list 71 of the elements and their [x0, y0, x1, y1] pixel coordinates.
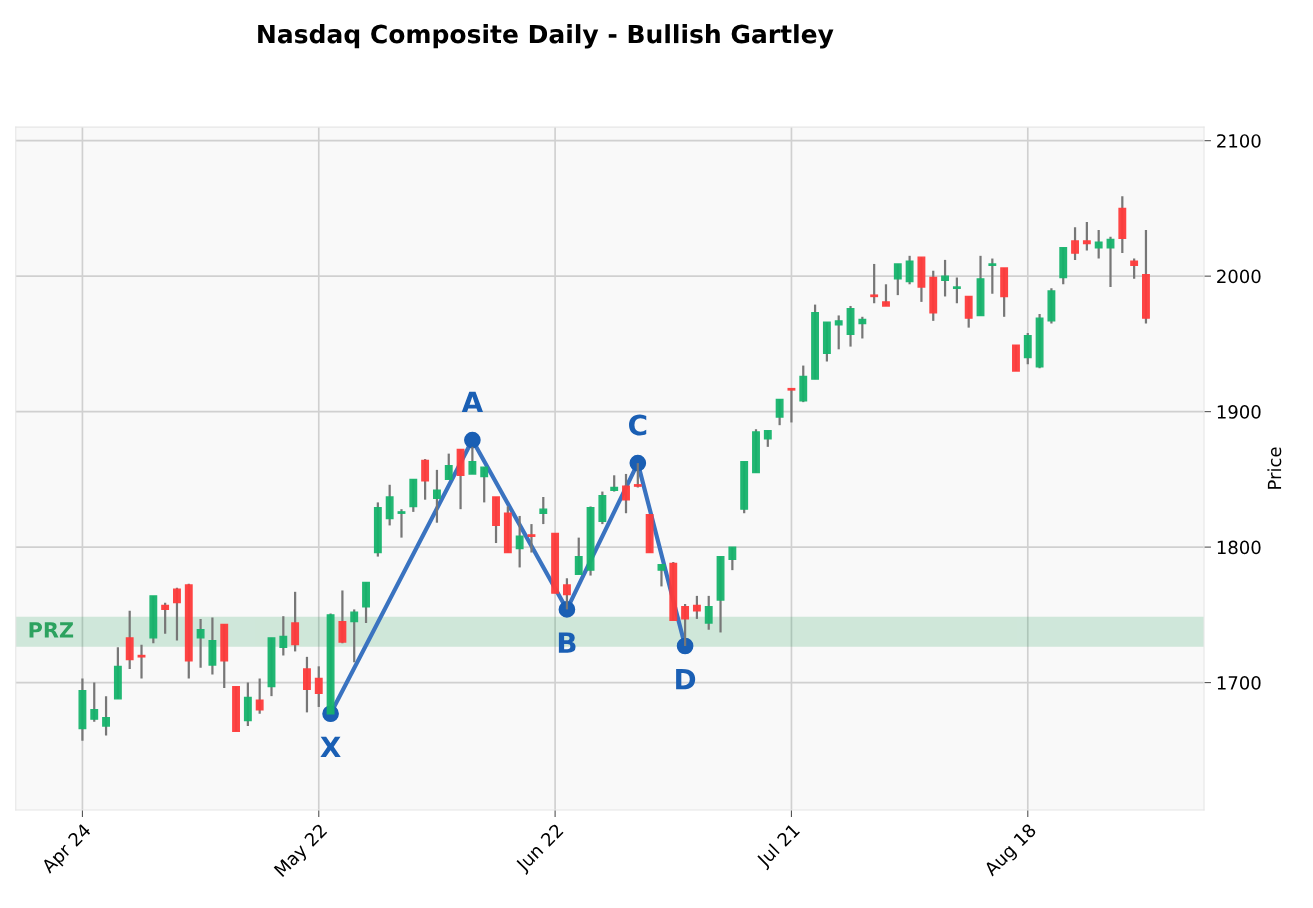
candlestick [397, 508, 406, 539]
y-tick-label: 2100 [1217, 134, 1261, 148]
candlestick [255, 677, 264, 715]
data-label: B [558, 632, 576, 653]
candlestick [173, 586, 181, 642]
candlestick [574, 536, 583, 576]
y-tick-label: 1800 [1217, 540, 1261, 555]
candlestick [1071, 226, 1079, 261]
candlestick [905, 254, 914, 286]
point [676, 637, 694, 655]
candlestick [870, 262, 879, 305]
candlestick [90, 681, 99, 723]
candlestick [303, 655, 311, 714]
candlestick [692, 594, 701, 621]
candlestick [657, 563, 666, 588]
candlestick [196, 617, 205, 669]
candlestick [291, 590, 300, 653]
candlestick [314, 665, 323, 709]
candlestick [539, 495, 548, 526]
candlestick [102, 695, 111, 737]
candlestick [964, 295, 973, 329]
candlestick [385, 483, 394, 527]
point [558, 601, 576, 618]
candlestick [1130, 257, 1139, 280]
x-tick-label: Jun 22 [514, 823, 567, 875]
candlestick [338, 589, 347, 645]
data-label: C [629, 414, 647, 436]
candlestick [137, 643, 146, 680]
candlestick [468, 445, 477, 476]
candlestick [125, 609, 134, 671]
candlestick [432, 468, 441, 524]
candlestick [941, 258, 950, 298]
data-label: D [676, 669, 696, 690]
x-tick-label: Apr 24 [40, 822, 95, 877]
candlestick [279, 615, 288, 657]
candlestick [893, 262, 902, 297]
candlestick [527, 522, 536, 554]
candlestick [161, 601, 170, 635]
candlestick [480, 466, 489, 504]
candlestick [775, 398, 784, 427]
candlestick [515, 514, 524, 569]
candlestick [1082, 220, 1091, 252]
y-tick-label: 1900 [1217, 405, 1261, 419]
candlestick [834, 314, 843, 351]
data-label: X [320, 736, 341, 758]
candlestick [350, 608, 359, 664]
point [629, 454, 647, 472]
candlestick [444, 452, 453, 481]
candlestick [882, 283, 890, 308]
band-label: PRZ [29, 622, 74, 638]
candlestick [988, 257, 997, 295]
candlestick [1023, 331, 1032, 366]
candlestick [681, 602, 690, 648]
candlestick [787, 387, 796, 424]
data-label: A [461, 391, 483, 413]
candlestick [633, 462, 642, 489]
chart-title: Nasdaq Composite Daily - Bullish Gartley [258, 24, 834, 49]
y-tick-label: 2000 [1217, 269, 1261, 284]
y-axis-title: Price [1267, 447, 1282, 489]
candlestick [421, 457, 430, 501]
candlestick [858, 315, 867, 340]
candlestick [622, 472, 630, 515]
candlestick [704, 594, 713, 631]
y-tick-label: 1700 [1217, 676, 1261, 690]
candlestick [728, 546, 737, 572]
candlestick [1094, 228, 1103, 260]
candlestick [562, 577, 571, 611]
x-tick-label: Jul 21 [755, 822, 803, 871]
candlestick [243, 681, 252, 728]
candlestick [952, 276, 961, 305]
point [464, 431, 481, 449]
